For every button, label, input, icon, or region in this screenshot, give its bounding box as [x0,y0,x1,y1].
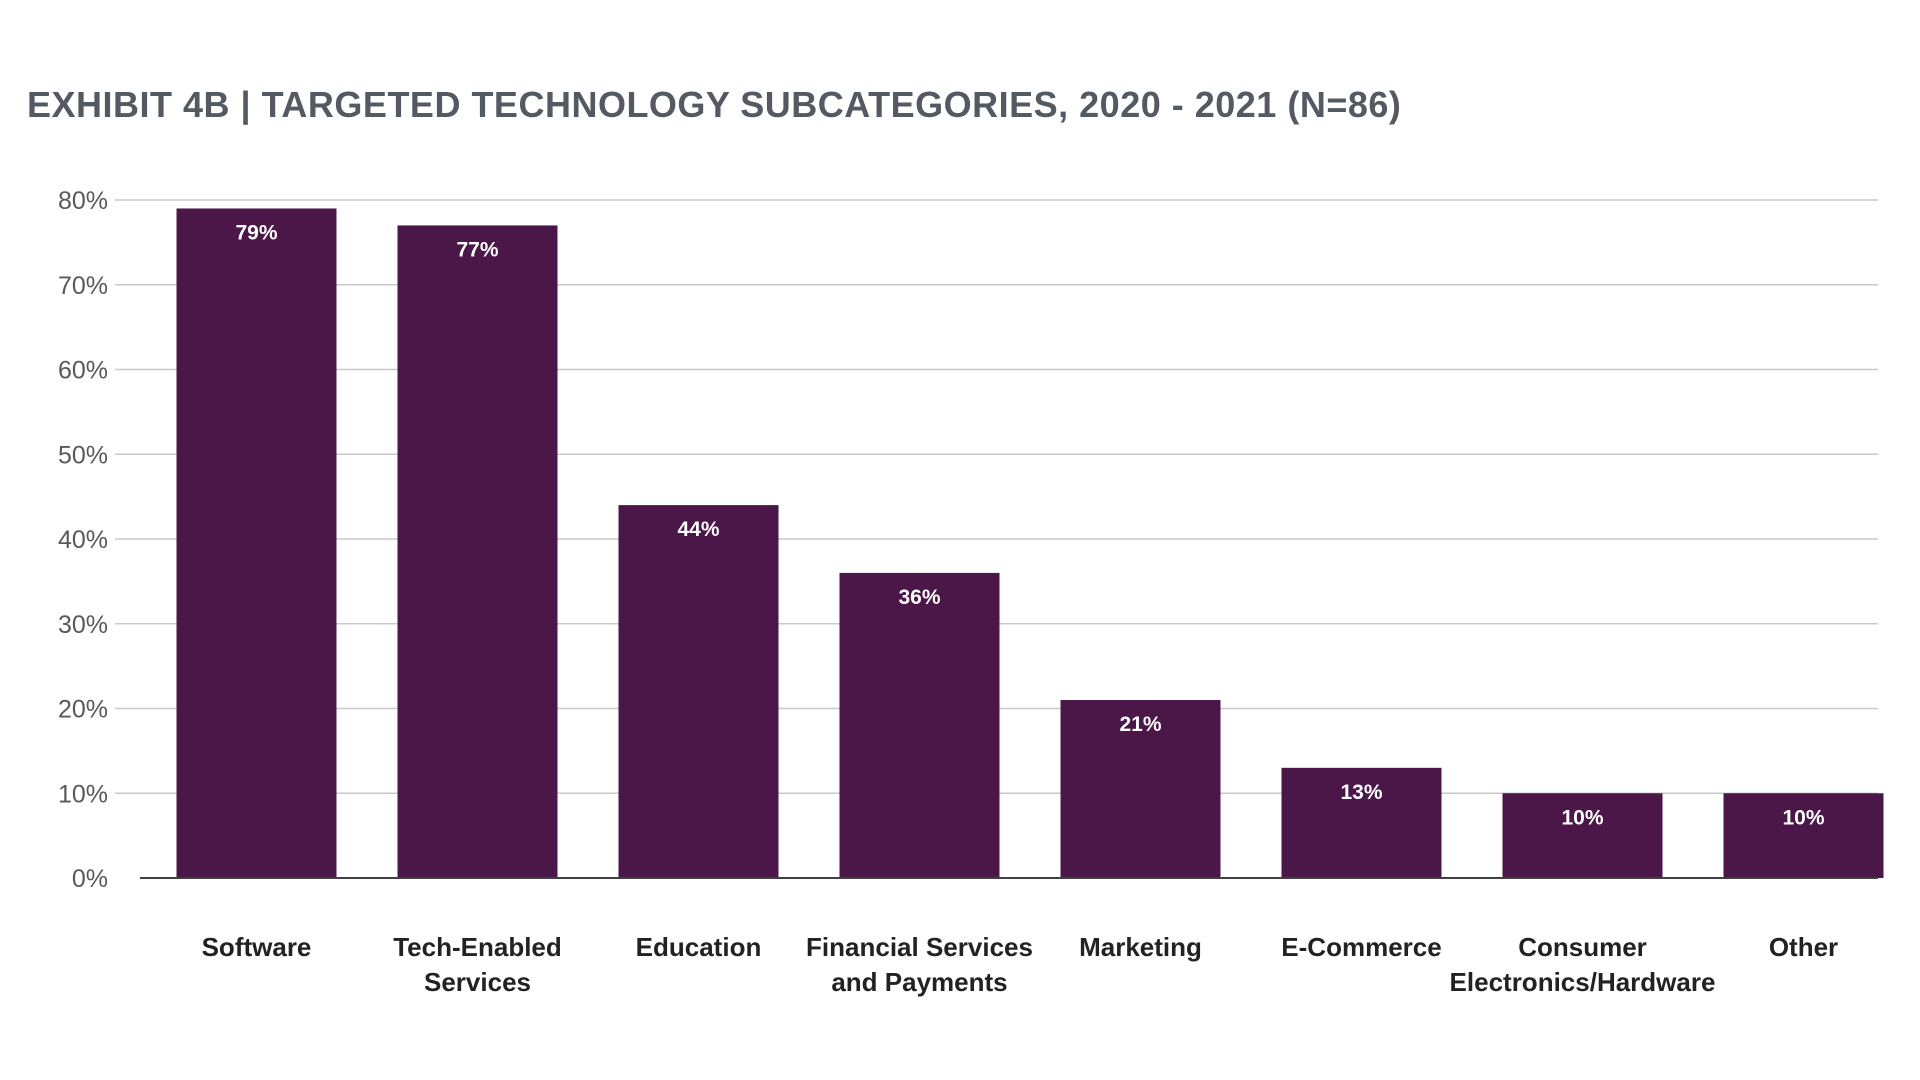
y-tick-label: 10% [58,780,108,808]
data-label: 44% [677,518,719,541]
x-tick-label: E-Commerce [1281,932,1441,962]
y-tick-label: 40% [58,526,108,554]
x-tick-label: Education [636,932,762,962]
x-tick-label: Consumer Electronics/Hardware [1450,932,1716,997]
data-label: 77% [456,238,498,261]
bar [176,208,337,879]
data-label: 13% [1340,781,1382,804]
bar [1281,767,1442,878]
bar [1723,793,1884,878]
y-tick-label: 80% [58,187,108,215]
y-tick-label: 20% [58,696,108,724]
bar [397,225,558,879]
x-axis-categories: Software Tech-Enabled Services Education Fin… [202,932,1839,997]
data-label: 10% [1782,806,1824,829]
y-tick-label: 30% [58,611,108,639]
bar [1060,700,1221,878]
y-tick-label: 50% [58,441,108,469]
data-label: 36% [898,586,940,609]
bar [618,505,779,878]
bar [1502,793,1663,878]
x-tick-label: Other [1769,932,1838,962]
bars [176,208,1884,879]
y-tick-label: 0% [72,865,108,893]
y-tick-label: 70% [58,272,108,300]
y-axis-ticks: 0% 10% 20% 30% 40% 50% 60% 70% 80% [58,187,108,893]
y-tick-label: 60% [58,357,108,385]
x-tick-label: Financial Services and Payments [806,932,1033,997]
x-tick-label: Tech-Enabled Services [393,932,562,997]
chart-title: EXHIBIT 4B | TARGETED TECHNOLOGY SUBCATE… [27,84,1402,125]
data-label: 21% [1119,713,1161,736]
x-tick-label: Software [202,932,312,962]
data-label: 79% [235,221,277,244]
data-labels: 79% 77% 44% 36% 21% 13% 10% 10% [235,221,1824,829]
bar [839,572,1000,878]
x-tick-label: Marketing [1079,932,1202,962]
data-label: 10% [1561,806,1603,829]
